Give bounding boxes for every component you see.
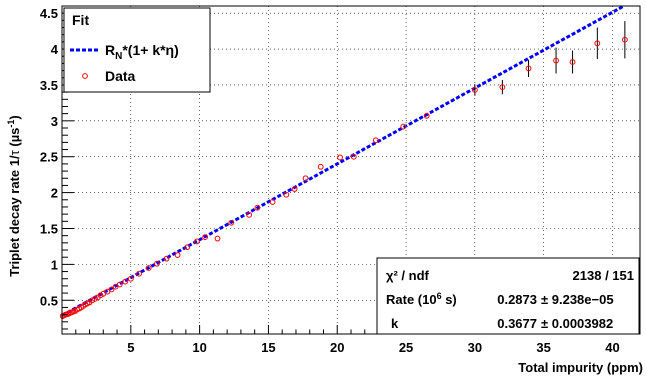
legend-data-label: Data xyxy=(105,68,136,84)
legend-title: Fit xyxy=(72,12,89,28)
rate-label-exp: 6 xyxy=(437,291,442,301)
data-point xyxy=(202,234,209,241)
k-error: ± 0.0003982 xyxy=(541,316,613,331)
y-tick-label: 4.5 xyxy=(40,6,58,21)
fit-line xyxy=(61,4,625,317)
x-tick-label: 20 xyxy=(330,340,344,355)
y-tick-label: 3.5 xyxy=(40,78,58,93)
fit-curve-layer xyxy=(61,4,625,317)
legend-fit-label-suffix: *(1+ k*η) xyxy=(122,42,178,58)
rate-label: Rate (106 s) xyxy=(386,291,457,307)
x-tick-label: 5 xyxy=(127,340,134,355)
y-axis-label-unit-exp: -1 xyxy=(6,120,16,128)
legend-fit-label-prefix: R xyxy=(105,42,115,58)
data-point xyxy=(89,297,96,304)
chi2-value: 2138 / 151 xyxy=(573,268,634,283)
legend: Fit RN*(1+ k*η) Data xyxy=(63,7,211,93)
y-tick-label: 1 xyxy=(51,257,58,272)
chi2-label: χ² / ndf xyxy=(386,268,430,283)
data-point xyxy=(97,292,104,299)
data-point xyxy=(553,57,559,64)
data-point xyxy=(350,153,357,160)
x-tick-label: 25 xyxy=(399,340,413,355)
y-tick-label: 3 xyxy=(51,114,58,129)
y-axis-label-unit-open: (µs xyxy=(7,128,22,151)
data-point xyxy=(92,295,98,302)
rate-label-prefix: Rate (10 xyxy=(386,292,437,307)
data-point xyxy=(145,265,152,271)
y-tick-label: 0.5 xyxy=(40,293,58,308)
x-tick-label: 15 xyxy=(261,340,275,355)
data-point xyxy=(471,87,478,93)
data-point xyxy=(214,235,221,242)
data-point xyxy=(154,260,160,267)
data-point xyxy=(499,84,506,91)
data-point xyxy=(228,219,235,226)
data-point xyxy=(317,163,324,170)
x-tick-label: 40 xyxy=(605,340,619,355)
data-point xyxy=(136,270,142,277)
y-axis-label-tau: τ xyxy=(7,149,22,155)
data-point xyxy=(302,175,309,182)
rate-value: 0.2873 xyxy=(497,292,537,307)
data-point xyxy=(116,281,123,288)
y-tick-label: 2.5 xyxy=(40,150,58,165)
data-point xyxy=(283,191,290,198)
y-axis-label: Triplet decay rate 1/τ (µs-1) xyxy=(6,115,22,277)
data-point xyxy=(594,40,601,47)
data-point xyxy=(174,252,181,258)
fit-stats-frame xyxy=(376,257,640,335)
data-point xyxy=(122,278,129,285)
data-point xyxy=(127,275,134,282)
legend-data-marker xyxy=(82,73,88,79)
legend-fit-label-sub: N xyxy=(115,51,122,62)
data-point xyxy=(184,244,191,251)
data-point xyxy=(372,137,379,144)
y-axis-label-main: Triplet decay rate 1/ xyxy=(7,155,22,277)
x-tick-label: 10 xyxy=(192,340,206,355)
rate-error: ± 9.238e−05 xyxy=(541,292,614,307)
data-point xyxy=(246,211,253,218)
y-axis-label-unit-close: ) xyxy=(7,115,22,119)
data-point xyxy=(569,59,576,65)
rate-label-suffix: s) xyxy=(442,292,457,307)
legend-fit-label: RN*(1+ k*η) xyxy=(105,42,179,62)
data-point xyxy=(621,36,628,43)
y-tick-label: 2 xyxy=(51,186,58,201)
data-point xyxy=(163,255,170,262)
y-tick-label: 1.5 xyxy=(40,221,58,236)
data-point xyxy=(269,199,276,205)
data-point xyxy=(193,238,200,245)
x-axis-label: Total impurity (ppm) xyxy=(518,360,643,375)
data-point xyxy=(400,123,407,130)
data-point xyxy=(525,65,532,72)
data-point xyxy=(337,154,343,161)
x-tick-label: 35 xyxy=(536,340,550,355)
fit-stats-box: χ² / ndf 2138 / 151 Rate (106 s) 0.2873 … xyxy=(376,257,640,335)
data-point xyxy=(423,112,430,119)
data-point xyxy=(108,286,115,293)
data-point xyxy=(291,186,298,192)
y-tick-label: 4 xyxy=(51,42,59,57)
data-point xyxy=(254,204,261,211)
x-tick-label: 30 xyxy=(468,340,482,355)
k-value: 0.3677 xyxy=(497,316,537,331)
k-label: k xyxy=(391,316,399,331)
